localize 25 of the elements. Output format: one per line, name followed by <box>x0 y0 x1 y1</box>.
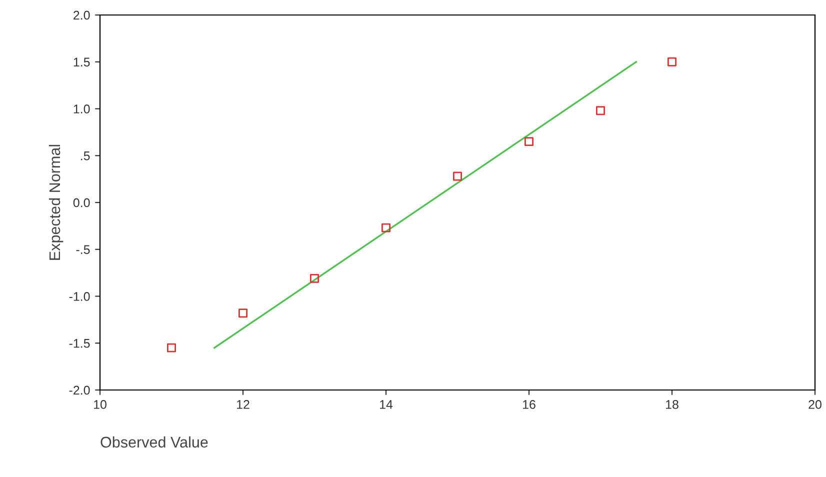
y-tick-label: -.5 <box>76 245 90 254</box>
y-tick-label: 0.0 <box>73 198 90 208</box>
y-tick-label: -2.0 <box>69 386 90 395</box>
x-tick-label: 20 <box>808 400 822 409</box>
y-tick-label: -1.0 <box>69 292 90 301</box>
x-tick-label: 14 <box>380 400 393 409</box>
point <box>167 343 176 352</box>
x-axis-title: Observed Value <box>100 436 208 448</box>
y-tick-label: .5 <box>80 152 90 160</box>
y-tick-label: 1.0 <box>74 104 90 114</box>
point <box>382 223 390 232</box>
point <box>310 274 319 283</box>
point <box>668 57 676 66</box>
x-tick-label: 10 <box>94 400 106 409</box>
y-tick-label: 1.5 <box>74 58 90 67</box>
point <box>524 137 534 146</box>
point <box>453 172 462 181</box>
y-tick-label: -1.5 <box>69 339 90 348</box>
y-tick-label: 2.0 <box>74 10 90 20</box>
point <box>596 106 605 116</box>
point <box>238 308 248 318</box>
x-tick-label: 12 <box>237 400 250 409</box>
x-tick-label: 18 <box>666 400 678 409</box>
y-axis-title: Expected Normal <box>48 144 64 260</box>
x-tick-label: 16 <box>523 400 536 409</box>
